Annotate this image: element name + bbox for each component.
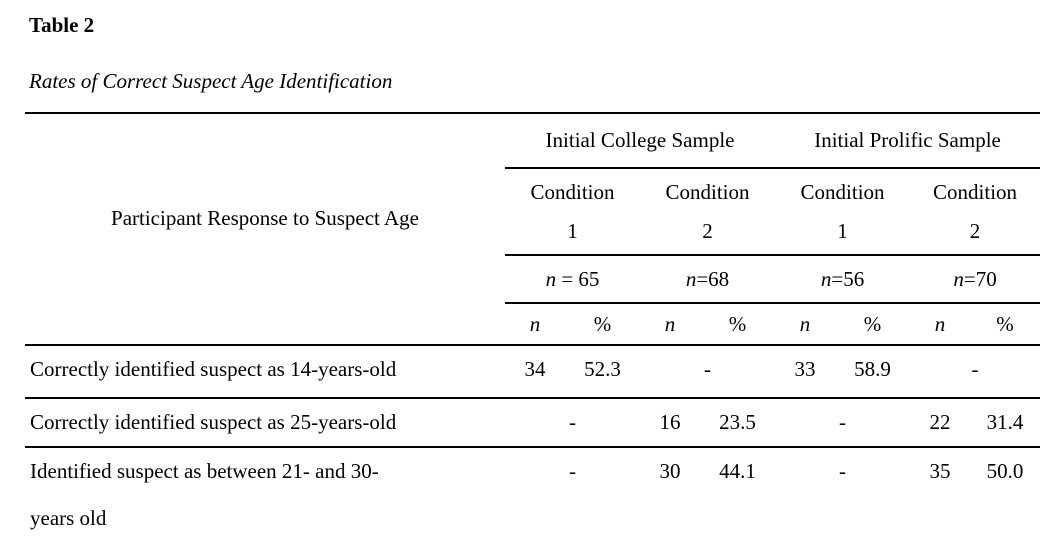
row-label: Correctly identified suspect as 25-years… (25, 398, 505, 448)
n-symbol: n (953, 266, 964, 291)
cell-n: 22 (910, 398, 971, 448)
n-value: =56 (831, 266, 865, 291)
data-table: Participant Response to Suspect Age Init… (25, 112, 1041, 542)
cell-dash: - (505, 398, 640, 448)
table-row: Identified suspect as between 21- and 30… (25, 447, 1040, 542)
column-group-college-sample: Initial College Sample (505, 113, 776, 169)
column-group-prolific-sample: Initial Prolific Sample (775, 113, 1041, 169)
n-symbol: n (820, 266, 832, 291)
cell-dash: - (839, 459, 847, 483)
table-title: Rates of Correct Suspect Age Identificat… (29, 69, 393, 93)
prolific-condition-1-header: Condition 1 (775, 168, 911, 256)
cell-n: 30 (659, 459, 681, 483)
cell-dash: - (640, 345, 776, 399)
cell-percent: 23.5 (700, 398, 776, 448)
college-condition-1-header: Condition 1 (505, 168, 640, 256)
prolific-condition-2-header: Condition 2 (910, 168, 1041, 256)
subheader-n: n (910, 303, 971, 346)
subheader-n: n (505, 303, 565, 346)
prolific-condition-1-n: n=56 (775, 255, 911, 304)
cell-percent: 58.9 (835, 345, 911, 399)
header-row-conditions: Condition 1 Condition 2 Condition 1 Cond… (25, 168, 1041, 256)
cell-dash: - (569, 459, 576, 483)
cell-percent: 50.0 (986, 459, 1024, 483)
subheader-n: n (775, 303, 836, 346)
stub-header: Participant Response to Suspect Age (25, 113, 505, 346)
cell-n: 35 (929, 459, 951, 483)
subheader-percent: % (970, 303, 1041, 346)
cell-percent: 52.3 (565, 345, 640, 399)
subheader-n: n (640, 303, 700, 346)
college-condition-2-header: Condition 2 (640, 168, 776, 256)
table-number-heading: Table 2 (29, 13, 95, 37)
cell-dash: - (910, 345, 1041, 399)
college-condition-2-n: n=68 (640, 255, 776, 304)
subheader-percent: % (835, 303, 911, 346)
n-value: = 65 (556, 266, 600, 291)
row-label: Correctly identified suspect as 14-years… (25, 345, 505, 399)
cell-percent: 44.1 (719, 459, 756, 483)
n-value: =68 (696, 266, 730, 291)
subheader-percent: % (700, 303, 776, 346)
header-row-subcolumns: n % n % n % n % (25, 303, 1041, 346)
row-label: Identified suspect as between 21- and 30… (30, 459, 379, 530)
cell-n: 34 (505, 345, 565, 399)
table-row: Correctly identified suspect as 14-years… (25, 345, 1041, 399)
cell-n: 16 (640, 398, 700, 448)
cell-percent: 31.4 (970, 398, 1041, 448)
n-symbol: n (545, 266, 557, 291)
header-row-samples: Participant Response to Suspect Age Init… (25, 113, 1041, 346)
college-condition-1-n: n = 65 (505, 255, 640, 304)
header-row-sample-sizes: n = 65 n=68 n=56 n=70 (25, 255, 1041, 304)
subheader-percent: % (565, 303, 640, 346)
n-value: =70 (963, 266, 997, 291)
cell-n: 33 (775, 345, 836, 399)
cell-dash: - (775, 398, 911, 448)
n-symbol: n (685, 266, 697, 291)
prolific-condition-2-n: n=70 (910, 255, 1041, 304)
table-row: Correctly identified suspect as 25-years… (25, 398, 1041, 448)
